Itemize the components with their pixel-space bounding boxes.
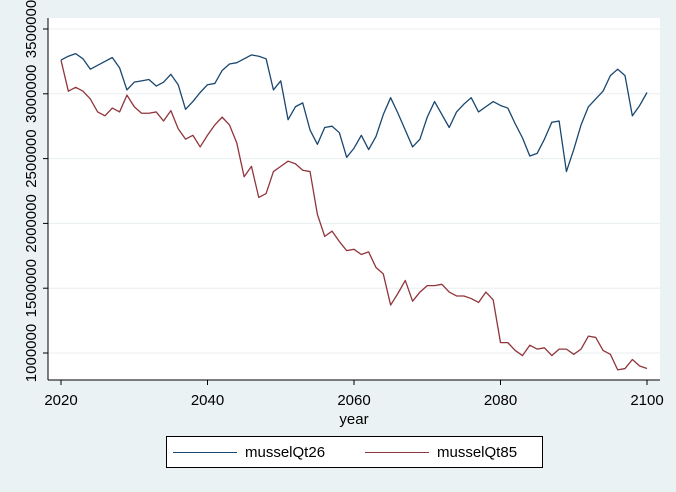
y-tick-label-3: 2500000 bbox=[23, 129, 40, 187]
y-tick-label-0: 1000000 bbox=[23, 324, 40, 382]
x-tick-label-1: 2040 bbox=[191, 392, 224, 409]
series-line-1 bbox=[60, 52, 648, 173]
x-tick-label-0: 2020 bbox=[44, 392, 77, 409]
x-tick-labels: 2020 2040 2060 2080 2100 bbox=[44, 392, 663, 409]
legend-swatch-series-1 bbox=[173, 451, 237, 453]
legend-label-series-1: musselQt26 bbox=[245, 443, 326, 461]
y-tick-label-5: 3500000 bbox=[23, 0, 40, 58]
x-tick-label-2: 2060 bbox=[337, 392, 370, 409]
legend: musselQt26 musselQt85 bbox=[166, 436, 543, 468]
legend-item-series-2: musselQt85 bbox=[365, 437, 517, 467]
series-line-2 bbox=[60, 59, 648, 371]
legend-item-series-1: musselQt26 bbox=[173, 437, 325, 467]
x-tick-label-3: 2080 bbox=[484, 392, 517, 409]
plot-background bbox=[48, 18, 660, 380]
legend-swatch-series-2 bbox=[365, 451, 429, 453]
series-lines bbox=[60, 52, 648, 371]
y-tick-label-1: 1500000 bbox=[23, 259, 40, 317]
x-axis-title: year bbox=[339, 411, 368, 428]
legend-label-series-2: musselQt85 bbox=[437, 443, 518, 461]
x-tick-label-4: 2100 bbox=[630, 392, 663, 409]
y-tick-label-4: 3000000 bbox=[23, 65, 40, 123]
y-tick-labels: 1000000 1500000 2000000 2500000 3000000 35000… bbox=[23, 0, 40, 382]
axes bbox=[43, 18, 660, 385]
gridlines bbox=[48, 28, 660, 354]
y-tick-label-2: 2000000 bbox=[23, 194, 40, 252]
